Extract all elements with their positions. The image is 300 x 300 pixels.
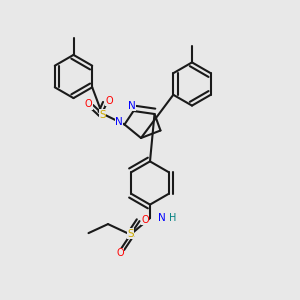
Text: N: N bbox=[158, 213, 166, 223]
Text: O: O bbox=[141, 214, 149, 225]
Text: O: O bbox=[116, 248, 124, 259]
Text: N: N bbox=[115, 117, 123, 127]
Text: N: N bbox=[128, 100, 136, 111]
Text: O: O bbox=[105, 95, 113, 106]
Text: H: H bbox=[169, 213, 177, 223]
Text: S: S bbox=[99, 110, 106, 120]
Text: O: O bbox=[85, 99, 92, 110]
Text: S: S bbox=[127, 229, 134, 239]
